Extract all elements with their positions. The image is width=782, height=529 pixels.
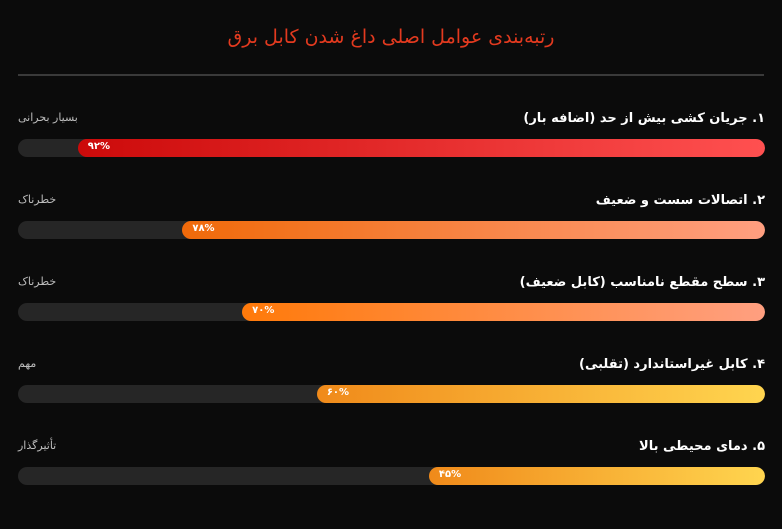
percent-label: ۹۲% [87,141,110,152]
progress-fill: ۹۲% [77,139,765,157]
progress-track: ۶۰% [18,385,765,403]
progress-fill: ۴۵% [428,467,765,485]
factor-label: ۲. اتصالات سست و ضعیف [595,193,765,208]
progress-track: ۹۲% [18,139,765,157]
page-title: رتبه‌بندی عوامل اصلی داغ شدن کابل برق [227,26,555,48]
factor-label: ۴. کابل غیراستاندارد (تقلبی) [579,357,765,372]
progress-track: ۷۸% [18,221,765,239]
factor-row: ۵. دمای محیطی بالا تأثیرگذار ۴۵% [18,439,765,499]
percent-label: ۶۰% [326,387,350,398]
factor-label: ۱. جریان کشی بیش از حد (اضافه بار) [523,111,765,126]
factor-label: ۳. سطح مقطع نامناسب (کابل ضعیف) [519,275,765,290]
title-divider [18,74,764,76]
factor-row: ۱. جریان کشی بیش از حد (اضافه بار) بسیار… [18,111,765,171]
percent-label: ۴۵% [438,469,462,480]
percent-label: ۷۰% [252,305,275,316]
progress-track: ۴۵% [18,467,765,485]
progress-fill: ۷۸% [182,221,765,239]
progress-fill: ۷۰% [242,303,765,321]
progress-track: ۷۰% [18,303,765,321]
progress-fill: ۶۰% [316,385,765,403]
severity-label: بسیار بحرانی [18,111,78,124]
percent-label: ۷۸% [192,223,215,234]
severity-label: تأثیرگذار [18,439,57,452]
factor-row: ۴. کابل غیراستاندارد (تقلبی) مهم ۶۰% [18,357,765,417]
factor-label: ۵. دمای محیطی بالا [639,439,765,454]
severity-label: مهم [18,357,37,370]
factor-row: ۳. سطح مقطع نامناسب (کابل ضعیف) خطرناک ۷… [18,275,765,335]
severity-label: خطرناک [18,275,57,288]
factor-row: ۲. اتصالات سست و ضعیف خطرناک ۷۸% [18,193,765,253]
severity-label: خطرناک [18,193,57,206]
